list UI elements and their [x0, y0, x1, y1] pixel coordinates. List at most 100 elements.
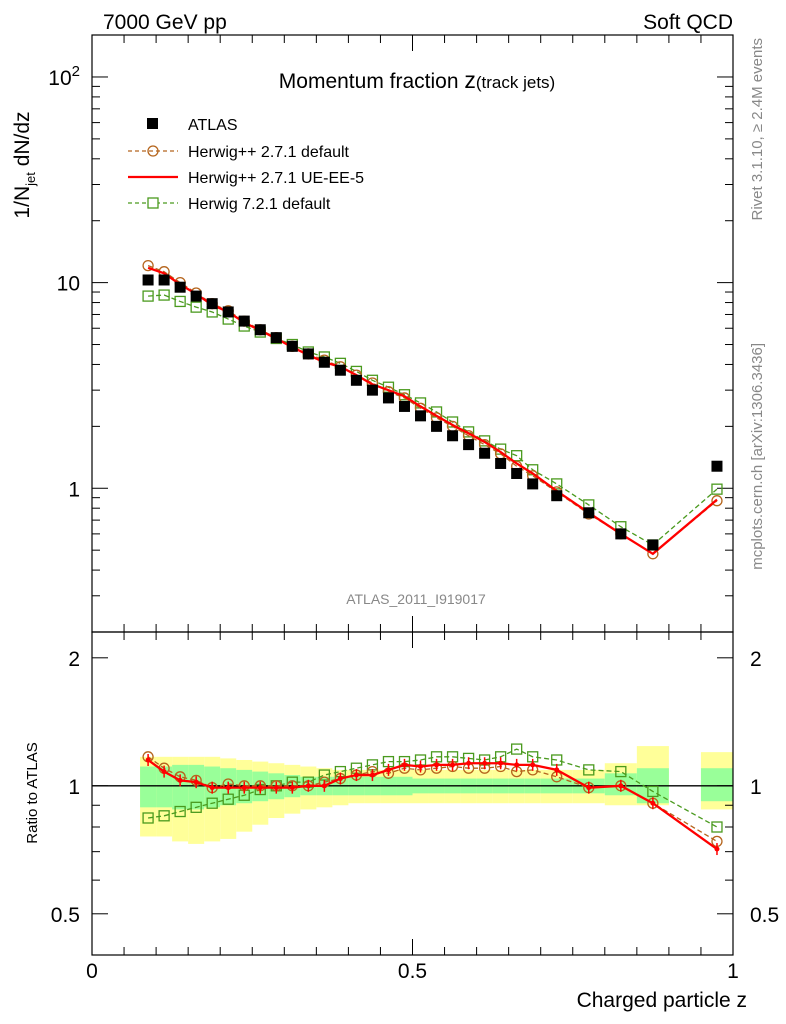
ratio-y-tick-label-right: 2 [750, 648, 762, 671]
legend-marker-herwigpp-default [147, 145, 159, 157]
ratio-ueee5-point [321, 783, 327, 789]
ratio-y-tick-label-left: 2 [68, 648, 80, 671]
atlas-point [615, 528, 627, 540]
ratio-herwig7-point [615, 765, 627, 778]
ratio-herwig7-point [647, 785, 659, 798]
atlas-point [158, 274, 170, 286]
ratio-ueee5-point [714, 846, 720, 852]
ratio-band-inner [172, 764, 189, 810]
atlas-point [479, 447, 491, 459]
ratio-ueee5-point [401, 762, 407, 768]
ratio-ueee5-point [482, 760, 488, 766]
legend-marker-herwig7 [147, 197, 159, 209]
ratio-y-tick-label-left: 0.5 [51, 904, 80, 927]
herwigpp-default-point [142, 259, 154, 272]
legend-label-atlas: ATLAS [188, 117, 238, 134]
atlas-point [551, 490, 563, 502]
ratio-ueee5-point [514, 762, 520, 768]
atlas-point [318, 356, 330, 368]
ratio-ueee5-point [289, 785, 295, 791]
atlas-point [206, 298, 218, 310]
main-y-axis-label: 1/Njet dN/dz [11, 111, 38, 218]
rivet-label: Rivet 3.1.10, ≥ 2.4M events [749, 38, 766, 221]
herwig7-point [551, 478, 563, 490]
herwig7-point [511, 450, 523, 462]
series-line-3 [148, 294, 718, 546]
ratio-ueee5-point [305, 783, 311, 789]
ratio-ueee5-point [586, 785, 592, 791]
ratio-uncertainty-bands [92, 746, 733, 844]
main-y-tick-label: 1 [68, 478, 80, 501]
header-energy: 7000 GeV pp [103, 11, 227, 34]
header-category: Soft QCD [643, 11, 733, 34]
analysis-id: ATLAS_2011_I919017 [346, 591, 486, 607]
herwig7-point [711, 483, 723, 495]
legend-label-herwigpp-ueee5: Herwig++ 2.7.1 UE-EE-5 [188, 170, 364, 187]
chart-title: Momentum fraction z(track jets) [279, 67, 555, 93]
ratio-ueee5-point [650, 800, 656, 806]
ratio-herwig7-point [511, 743, 523, 755]
x-tick-label: 0 [86, 960, 98, 983]
atlas-point [286, 340, 298, 352]
ratio-ueee5-point [418, 764, 424, 770]
ratio-ueee5-point [177, 777, 183, 783]
x-tick-label: 0.5 [398, 960, 427, 983]
ratio-ueee5-point [530, 762, 536, 768]
mcplots-label: mcplots.cern.ch [arXiv:1306.3436] [749, 343, 766, 570]
ratio-ueee5-point [161, 769, 167, 775]
ratio-herwig7-point [142, 812, 154, 824]
ratio-data-layer [142, 743, 723, 856]
ratio-ueee5-point [145, 757, 151, 763]
ratio-axis-ticks [91, 632, 734, 956]
atlas-point [174, 281, 186, 293]
main-y-tick-labels: 102 10 1 [48, 63, 80, 501]
atlas-point [447, 430, 459, 442]
ratio-band-inner [156, 766, 173, 808]
legend-label-herwig7: Herwig 7.2.1 default [188, 196, 331, 213]
herwigpp-default-point [711, 495, 723, 507]
ratio-y-axis-label: Ratio to ATLAS [24, 742, 41, 843]
ratio-herwig7-point [583, 764, 595, 776]
atlas-point [254, 324, 266, 336]
ratio-ueee5-point [257, 785, 263, 791]
ratio-ueee5-point [450, 762, 456, 768]
atlas-point [302, 348, 314, 360]
atlas-point [222, 306, 234, 318]
ratio-ueee5-point [225, 785, 231, 791]
ratio-y-tick-label-right: 1 [750, 776, 762, 799]
ratio-ueee5-point [618, 783, 624, 789]
ratio-line-3 [147, 748, 718, 828]
herwig7-point [142, 290, 154, 302]
legend-marker-atlas [147, 118, 158, 129]
ratio-ueee5-point [385, 767, 391, 773]
legend-label-herwigpp-default: Herwig++ 2.7.1 default [188, 144, 350, 161]
ratio-ueee5-point [554, 767, 560, 773]
atlas-point [647, 539, 659, 551]
atlas-point [366, 384, 378, 396]
main-axis-ticks [91, 35, 734, 633]
ratio-herwig7-point [158, 810, 170, 822]
ratio-herwig7-point [190, 801, 202, 813]
x-axis-label: Charged particle z [577, 989, 747, 1012]
ratio-ueee5-point [209, 785, 215, 791]
main-y-tick-label: 10 [57, 273, 80, 296]
atlas-point [190, 290, 202, 302]
atlas-point [495, 457, 507, 469]
atlas-point [238, 315, 250, 327]
ratio-y-tick-label-left: 1 [68, 776, 80, 799]
ratio-line-2 [147, 759, 718, 850]
ratio-ueee5-point [193, 779, 199, 785]
atlas-point [382, 392, 394, 404]
ratio-ueee5-point [273, 785, 279, 791]
atlas-point [527, 478, 539, 490]
atlas-point [415, 410, 427, 422]
ratio-ueee5-point [434, 762, 440, 768]
atlas-point [431, 420, 443, 432]
atlas-point [350, 374, 362, 386]
atlas-point [334, 364, 346, 376]
ratio-herwig7-point [206, 797, 218, 809]
atlas-point [463, 439, 475, 451]
ratio-herwig7-point [174, 805, 186, 818]
atlas-point [583, 507, 595, 519]
